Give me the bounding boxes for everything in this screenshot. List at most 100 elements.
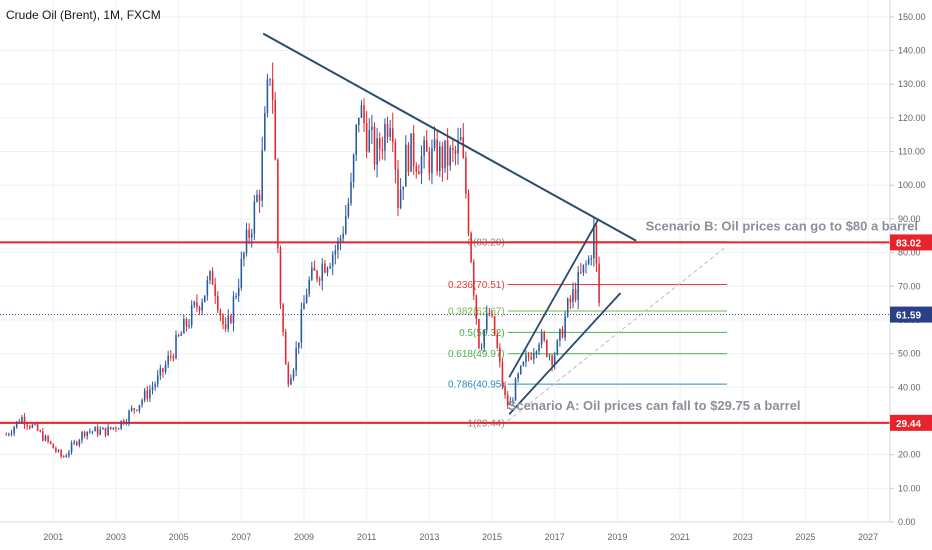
time-tick-label: 2007 [231,532,251,542]
candle-up [94,427,96,432]
candle-down [170,355,172,357]
candle-down [39,430,42,432]
candle-up [559,329,561,341]
candle-down [415,165,418,172]
candle-up [91,431,94,433]
candle-up [264,113,266,151]
candle-up [65,455,68,458]
candle-down [318,279,321,281]
candle-down [446,140,449,166]
candle-up [245,229,248,253]
candle-up [57,450,60,452]
time-tick-label: 2023 [733,532,753,542]
candle-up [577,272,579,300]
time-tick-label: 2025 [795,532,815,542]
candle-down [60,450,62,457]
candle-down [496,335,499,348]
candle-up [120,420,122,429]
candle-up [143,390,146,401]
candle-up [405,144,407,187]
candle-down [412,133,415,166]
time-tick-label: 2009 [294,532,314,542]
candle-down [284,331,287,365]
candle-up [423,140,425,156]
candle-down [467,193,470,234]
candle-up [243,252,245,259]
candle-up [15,421,18,427]
price-label-box [890,234,932,251]
candle-down [123,420,125,424]
candle-up [556,340,559,355]
candle-down [407,144,410,172]
candle-up [193,302,196,306]
candle-up [342,233,344,238]
candle-up [31,424,34,428]
price-tick-label: 120.00 [898,113,926,123]
candle-up [368,129,371,152]
candle-up [553,354,556,366]
candle-down [133,408,136,410]
candle-up [266,79,269,114]
price-label-box [890,306,932,323]
candle-up [509,401,512,406]
candle-down [381,149,384,151]
candle-down [441,146,444,169]
candle-up [107,426,109,436]
candle-down [217,295,219,311]
candle-up [86,431,89,437]
time-tick-label: 2015 [482,532,502,542]
candle-up [535,351,538,354]
candle-down [530,356,532,360]
candle-up [68,452,70,456]
candle-up [305,294,308,304]
candlesticks [5,62,600,459]
candle-up [256,194,258,202]
candle-up [183,319,185,334]
candle-up [358,117,360,125]
candle-down [313,267,316,271]
candle-up [253,201,256,234]
candle-up [300,309,303,343]
candle-down [96,427,99,435]
candle-down [115,427,117,429]
price-tick-label: 40.00 [898,382,921,392]
candle-up [149,389,151,399]
candle-up [339,237,342,242]
time-tick-label: 2021 [670,532,690,542]
candle-up [8,434,10,436]
candle-down [172,356,175,359]
candle-up [250,233,253,238]
candle-up [206,280,209,296]
price-axis[interactable]: 0.0010.0020.0030.0040.0050.0060.0070.008… [889,0,932,527]
grid-lines [0,0,890,523]
candle-down [501,362,504,387]
time-tick-label: 2003 [106,532,126,542]
time-axis[interactable]: 2001 2003 2005 2007 2009 2011 2013 2015 2017 2019… [0,521,890,542]
candle-down [580,272,582,274]
candle-up [326,267,329,273]
candle-down [55,448,57,452]
candle-up [420,155,423,175]
candle-down [527,355,530,357]
candle-up [514,378,517,401]
price-tick-label: 150.00 [898,12,926,22]
candle-up [237,287,240,296]
candle-down [287,364,290,385]
candle-down [185,319,188,327]
trendline [507,245,728,422]
horizontal-levels [0,241,890,424]
candle-down [491,315,493,317]
candle-down [219,310,222,316]
candle-down [248,229,250,238]
candle-up [457,140,459,154]
candle-up [321,263,324,281]
candle-down [561,329,564,338]
candle-up [352,154,355,182]
candle-up [297,342,300,348]
candle-up [89,431,91,433]
candle-down [26,424,28,427]
candle-down [49,441,52,444]
candle-up [572,289,574,303]
candle-up [154,384,156,387]
